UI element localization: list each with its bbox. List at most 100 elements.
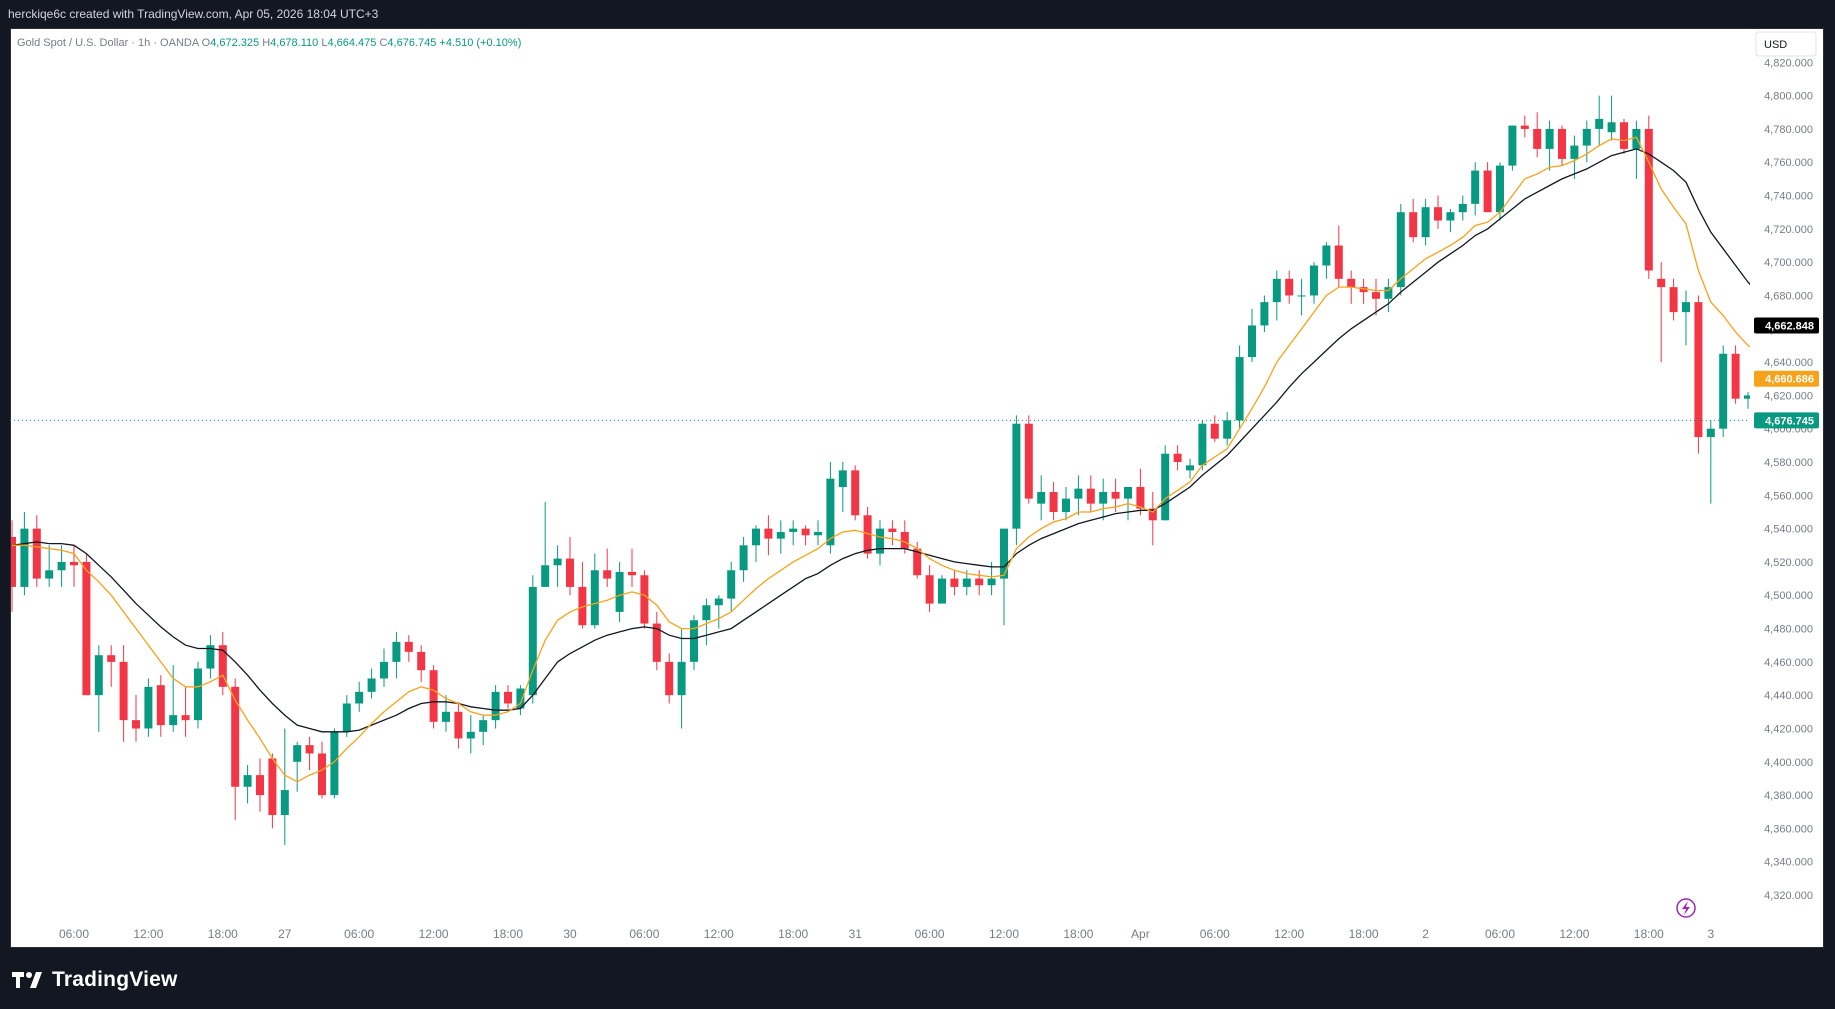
candle[interactable] (479, 715, 488, 746)
candle[interactable] (206, 635, 215, 679)
candle[interactable] (876, 520, 884, 566)
candle[interactable] (1161, 445, 1170, 521)
candle[interactable] (1545, 120, 1554, 171)
candle[interactable] (380, 648, 388, 687)
candle[interactable] (1210, 415, 1219, 443)
candle[interactable] (82, 553, 91, 696)
candle[interactable] (94, 645, 103, 732)
candle[interactable] (615, 561, 624, 622)
candle[interactable] (231, 678, 240, 821)
candle[interactable] (181, 686, 190, 737)
candle[interactable] (280, 728, 289, 846)
candle[interactable] (218, 631, 227, 696)
candle[interactable] (690, 615, 698, 671)
candle[interactable] (392, 631, 401, 679)
candle[interactable] (1496, 162, 1504, 221)
candle[interactable] (1384, 278, 1393, 313)
candle[interactable] (566, 536, 574, 596)
candle[interactable] (504, 685, 512, 709)
candle[interactable] (752, 525, 760, 562)
candle[interactable] (1260, 295, 1269, 333)
candle[interactable] (1582, 120, 1591, 163)
candle[interactable] (665, 653, 674, 704)
candle[interactable] (429, 665, 438, 729)
candle[interactable] (826, 462, 835, 554)
candle[interactable] (1595, 95, 1604, 146)
candle[interactable] (1024, 415, 1033, 504)
candle[interactable] (677, 628, 686, 729)
candle[interactable] (814, 520, 822, 546)
candle[interactable] (1483, 162, 1492, 213)
candle[interactable] (838, 462, 847, 512)
candle[interactable] (764, 515, 773, 556)
candle[interactable] (975, 570, 984, 596)
candle[interactable] (8, 520, 16, 612)
candle[interactable] (776, 520, 785, 554)
candle[interactable] (355, 681, 364, 712)
candle[interactable] (1558, 125, 1566, 166)
candle[interactable] (1372, 278, 1380, 316)
candle[interactable] (1148, 491, 1157, 546)
candle[interactable] (1334, 225, 1343, 288)
candle[interactable] (851, 465, 860, 521)
candle[interactable] (714, 595, 723, 629)
candle[interactable] (1446, 208, 1455, 233)
chart-frame[interactable] (10, 28, 1824, 948)
candle[interactable] (1322, 242, 1331, 279)
candle[interactable] (950, 570, 959, 596)
candle[interactable] (1173, 445, 1182, 471)
candle[interactable] (702, 598, 711, 646)
candle[interactable] (466, 715, 475, 754)
candle[interactable] (20, 511, 29, 596)
candle[interactable] (1694, 295, 1703, 454)
candle[interactable] (132, 695, 140, 742)
candle[interactable] (1310, 262, 1318, 304)
candle[interactable] (342, 695, 351, 737)
candle[interactable] (107, 645, 116, 687)
candle[interactable] (268, 753, 277, 829)
candle[interactable] (491, 685, 500, 729)
candle[interactable] (293, 741, 302, 792)
candle[interactable] (1186, 458, 1194, 479)
candle[interactable] (119, 645, 128, 742)
candle[interactable] (330, 728, 339, 799)
candle[interactable] (541, 501, 550, 587)
candle[interactable] (144, 678, 153, 737)
candle[interactable] (888, 520, 897, 546)
candle[interactable] (528, 575, 537, 704)
candle[interactable] (404, 635, 413, 662)
candle[interactable] (1533, 112, 1542, 158)
candle[interactable] (1074, 475, 1083, 516)
candle[interactable] (1644, 115, 1653, 279)
candle[interactable] (590, 553, 599, 629)
lightning-icon[interactable] (1676, 898, 1696, 918)
candle[interactable] (727, 561, 736, 612)
candle[interactable] (1682, 290, 1690, 346)
candle[interactable] (1458, 195, 1467, 221)
candle[interactable] (1285, 270, 1294, 304)
candle[interactable] (1099, 478, 1108, 521)
candle[interactable] (256, 758, 264, 812)
candle[interactable] (1421, 198, 1430, 246)
candle[interactable] (1669, 278, 1678, 321)
candle[interactable] (1198, 420, 1207, 471)
candle[interactable] (739, 536, 748, 582)
candle[interactable] (169, 665, 178, 732)
candle[interactable] (628, 548, 636, 587)
candle[interactable] (1471, 162, 1480, 216)
tradingview-brand[interactable]: TradingView (12, 968, 178, 992)
candle[interactable] (1744, 392, 1752, 409)
candle[interactable] (1012, 415, 1021, 546)
candle[interactable] (1632, 120, 1641, 179)
candle[interactable] (1719, 345, 1728, 438)
candle[interactable] (1520, 115, 1529, 138)
candle[interactable] (1359, 278, 1368, 304)
candle[interactable] (516, 685, 525, 716)
candle[interactable] (1731, 345, 1740, 404)
candle[interactable] (32, 515, 41, 587)
candle[interactable] (305, 736, 314, 771)
candle[interactable] (417, 645, 426, 682)
candle[interactable] (1000, 528, 1008, 626)
candle[interactable] (1062, 486, 1070, 521)
